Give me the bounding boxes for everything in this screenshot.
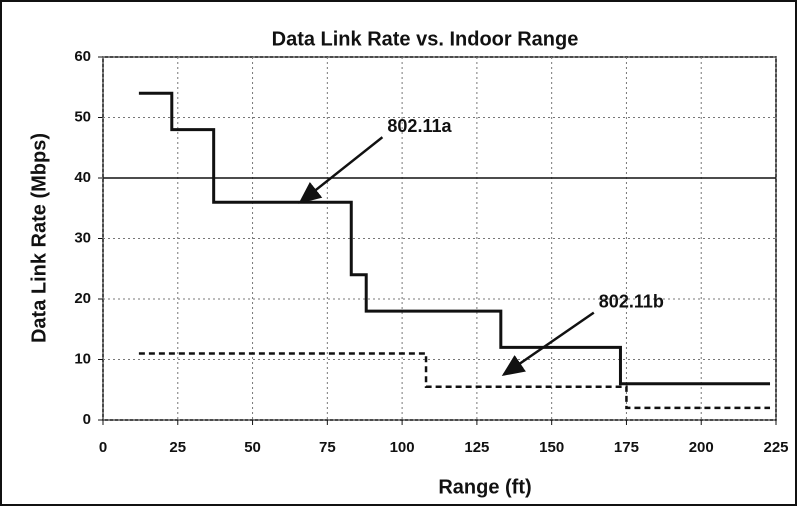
y-tick-label: 40 [74,169,91,186]
frame [1,1,796,505]
x-tick-label: 125 [464,439,489,456]
x-tick-label: 25 [169,439,186,456]
annotation: 802.11b [599,291,664,311]
y-axis-label: Data Link Rate (Mbps) [28,133,50,343]
y-tick-label: 60 [74,48,91,65]
y-tick-label: 50 [74,108,91,125]
x-tick-label: 100 [390,439,415,456]
annotation: 802.11a [387,116,452,136]
chart: Data Link Rate vs. Indoor Range Range (f… [0,0,797,506]
x-tick-label: 175 [614,439,639,456]
x-tick-label: 0 [99,439,107,456]
x-axis-label: Range (ft) [438,476,531,498]
x-tick-label: 75 [319,439,336,456]
y-tick-label: 20 [74,290,91,307]
y-tick-label: 0 [83,411,91,428]
x-tick-label: 225 [763,439,788,456]
x-tick-label: 50 [244,439,261,456]
y-tick-label: 10 [74,350,91,367]
chart-title: Data Link Rate vs. Indoor Range [272,28,579,50]
y-tick-label: 30 [74,229,91,246]
x-tick-label: 200 [689,439,714,456]
x-tick-label: 150 [539,439,564,456]
